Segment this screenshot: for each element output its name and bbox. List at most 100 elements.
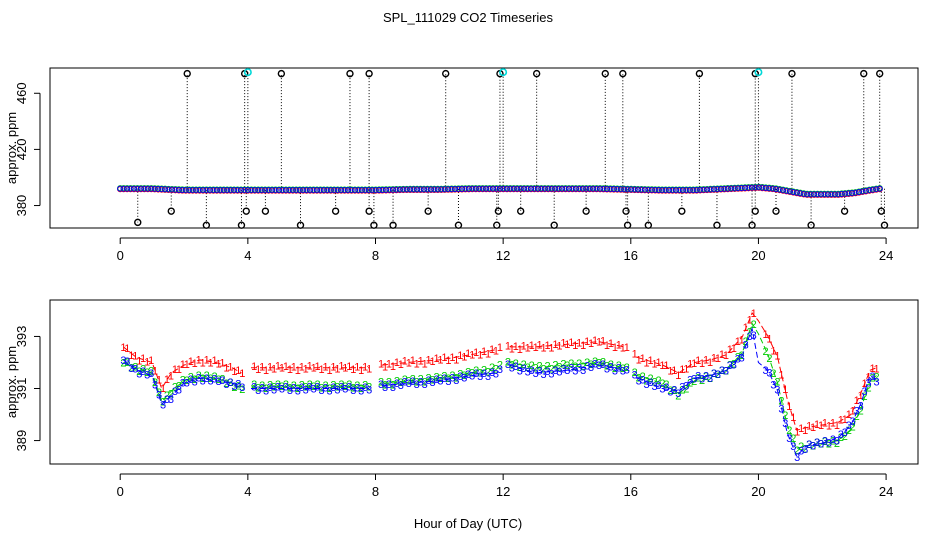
series-2-point: 2 (283, 379, 289, 391)
series-2-point: 2 (778, 396, 784, 408)
series-3-point: 3 (418, 376, 424, 388)
series-2-point: 2 (426, 373, 432, 385)
baseline-point-3 (306, 187, 314, 194)
series-2-line (123, 362, 242, 403)
series-3-point: 3 (572, 365, 578, 377)
series-2-point: 2 (235, 380, 241, 392)
baseline-point-3 (617, 186, 624, 193)
low-outlier-point (202, 221, 211, 229)
baseline-point-3 (873, 186, 880, 193)
low-outlier-point (424, 207, 432, 215)
highlighted-outlier-point (499, 68, 508, 77)
series-3-point: 3 (461, 372, 467, 384)
series-3-point: 3 (707, 373, 713, 385)
series-1-line (509, 341, 625, 348)
series-2-point: 2 (120, 357, 126, 369)
baseline-point-3 (193, 187, 200, 194)
series-3-point: 3 (473, 368, 479, 380)
series-2-point: 2 (695, 373, 701, 385)
baseline-point-3 (334, 187, 341, 194)
low-outlier-point (296, 221, 305, 229)
baseline-point-3 (700, 186, 707, 193)
series-3-point: 3 (378, 379, 384, 391)
series-1-point: 1 (747, 315, 753, 327)
series-1-point: 1 (461, 352, 467, 364)
series-2-point: 2 (493, 364, 499, 376)
series-2-point: 2 (481, 364, 487, 376)
series-1-point: 1 (287, 364, 293, 376)
series-3-point: 3 (239, 382, 245, 394)
series-3-point: 3 (644, 379, 650, 391)
baseline-point-3 (376, 186, 383, 194)
baseline-point-3 (624, 186, 631, 193)
series-3-point: 3 (770, 379, 776, 391)
series-1-point: 1 (200, 357, 206, 369)
high-outlier-point (860, 69, 868, 78)
low-outlier-point (167, 207, 175, 215)
baseline-point-3 (241, 187, 248, 194)
baseline-point-3 (828, 191, 835, 198)
series-1-point: 1 (422, 358, 428, 370)
baseline-point-3 (300, 187, 307, 194)
baseline-point-3 (248, 187, 255, 194)
baseline-point-3 (341, 187, 348, 194)
baseline-point-3 (234, 187, 241, 194)
baseline-point-3 (590, 185, 597, 192)
baseline-point-3 (724, 185, 731, 192)
series-1-point: 1 (810, 422, 816, 434)
series-2-point: 2 (576, 358, 582, 370)
series-3-point: 3 (299, 382, 305, 394)
series-1-point: 1 (477, 349, 483, 361)
series-3-point: 3 (529, 365, 535, 377)
series-2-point: 2 (136, 366, 142, 378)
series-3-point: 3 (227, 377, 233, 389)
baseline-point-3 (686, 187, 693, 194)
series-3-point: 3 (850, 416, 856, 428)
series-1-point: 1 (338, 361, 344, 373)
series-1-point: 1 (215, 358, 221, 370)
series-1-point: 1 (271, 363, 277, 375)
series-1-point: 1 (255, 364, 261, 376)
series-3-point: 3 (497, 364, 503, 376)
baseline-point-3 (217, 187, 224, 194)
series-3-point: 3 (445, 376, 451, 388)
baseline-point-3 (224, 187, 231, 194)
series-3-point: 3 (608, 362, 614, 374)
baseline-point-3 (821, 191, 828, 198)
baseline-point-3 (652, 186, 659, 194)
series-3-point: 3 (386, 379, 392, 391)
series-2-point: 2 (588, 359, 594, 371)
baseline-point-3 (458, 185, 466, 193)
series-3-point: 3 (719, 365, 725, 377)
series-2-point: 2 (334, 382, 340, 394)
series-3-point: 3 (584, 361, 590, 373)
series-2-point: 2 (794, 445, 800, 457)
series-3-point: 3 (866, 377, 872, 389)
series-2-point: 2 (723, 365, 729, 377)
series-1-point: 1 (132, 351, 138, 363)
series-1-point: 1 (346, 361, 352, 373)
high-outlier-point (277, 69, 286, 78)
series-2-point: 2 (560, 358, 566, 370)
series-1-point: 1 (267, 361, 273, 373)
series-1-point: 1 (382, 361, 388, 373)
series-2-point: 2 (128, 362, 134, 374)
baseline-point-3 (389, 186, 397, 193)
baseline-point-3 (690, 187, 697, 194)
series-3-point: 3 (540, 369, 546, 381)
top-y-tick-label: 420 (14, 139, 29, 161)
baseline-point-3 (507, 185, 514, 192)
series-3-point: 3 (342, 384, 348, 396)
series-1-point: 1 (850, 406, 856, 418)
series-1-point: 1 (533, 342, 539, 354)
baseline-point-3 (500, 185, 507, 192)
series-3-point: 3 (338, 381, 344, 393)
series-2-point: 2 (255, 382, 261, 394)
series-1-point: 1 (354, 362, 360, 374)
series-1-point: 1 (667, 365, 673, 377)
series-3-point: 3 (604, 363, 610, 375)
series-3-point: 3 (124, 356, 130, 368)
high-outlier-point (442, 69, 450, 78)
series-1-point: 1 (671, 365, 677, 377)
low-outlier-point (370, 221, 378, 229)
